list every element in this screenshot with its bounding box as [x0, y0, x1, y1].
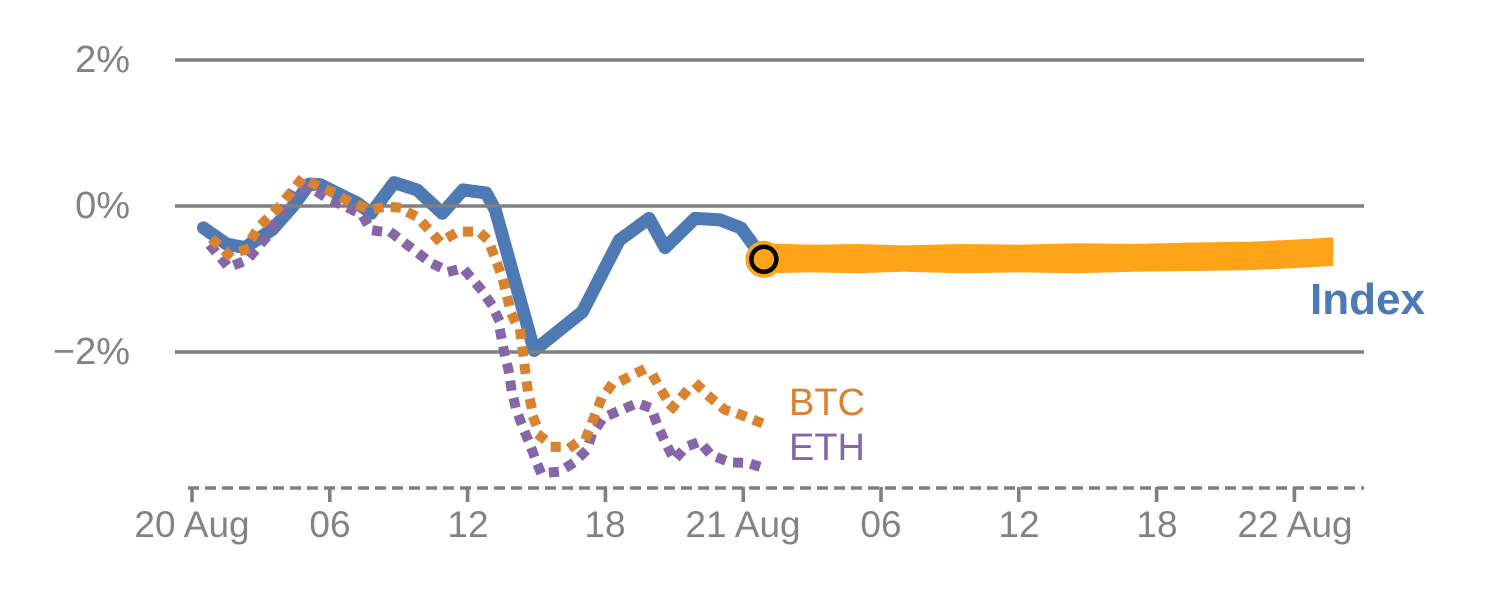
x-axis-tick-label-12a: 12: [447, 504, 489, 545]
series-label-eth: ETH: [789, 427, 865, 469]
x-axis-tick-label-18a: 18: [584, 504, 626, 545]
btc-dotted-line: [207, 172, 766, 452]
index-line: [197, 176, 771, 357]
x-axis-tick-label-20aug: 20 Aug: [134, 504, 250, 545]
y-axis-tick-label-2pct: 2%: [75, 39, 130, 81]
x-axis-tick-label-06a: 06: [309, 504, 351, 545]
forecast-band: [763, 237, 1334, 274]
x-axis-tick-label-21aug: 21 Aug: [685, 504, 801, 545]
series-label-btc: BTC: [789, 382, 865, 424]
x-axis-tick-label-22aug: 22 Aug: [1237, 504, 1353, 545]
x-axis-tick-label-12b: 12: [998, 504, 1040, 545]
forecast-start-marker-ring: [749, 244, 779, 275]
series-label-index: Index: [1310, 275, 1425, 324]
y-axis-tick-label-neg2pct: −2%: [52, 331, 130, 373]
y-axis-tick-label-0pct: 0%: [75, 185, 130, 227]
x-axis-tick-label-06b: 06: [860, 504, 902, 545]
x-axis-tick-label-18b: 18: [1136, 504, 1178, 545]
